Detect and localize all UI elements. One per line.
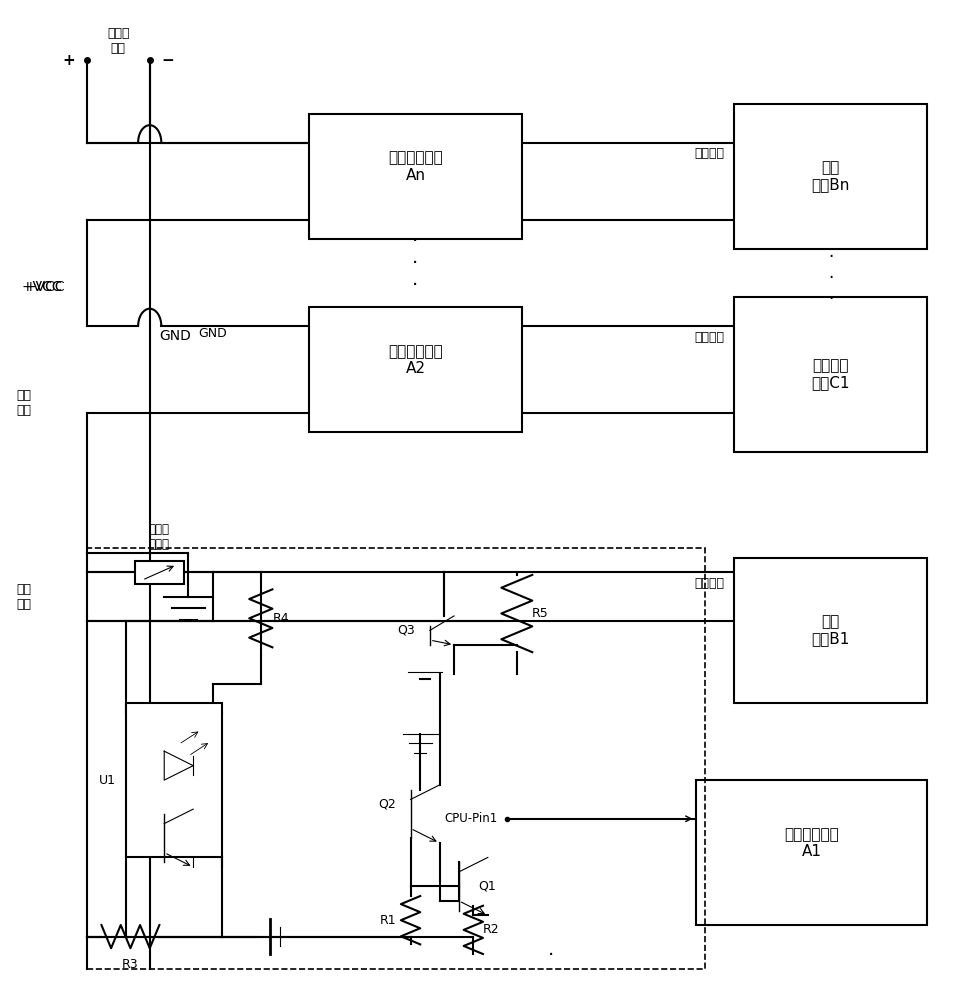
- Text: R1: R1: [380, 914, 396, 927]
- Text: 电源输
入端: 电源输 入端: [107, 27, 129, 55]
- Bar: [696, 780, 927, 925]
- Text: CPU-Pin1: CPU-Pin1: [444, 812, 497, 825]
- Text: +VCC: +VCC: [21, 280, 62, 294]
- Text: ·
·
·: · · ·: [828, 248, 834, 308]
- Text: 电源
总线: 电源 总线: [16, 583, 32, 611]
- Text: 节点
负载B1: 节点 负载B1: [811, 614, 850, 647]
- Text: 节点
负载Bn: 节点 负载Bn: [811, 160, 850, 193]
- Text: 隔离保护电路
A2: 隔离保护电路 A2: [388, 344, 442, 376]
- Text: Q2: Q2: [379, 798, 396, 811]
- Text: +: +: [63, 53, 75, 68]
- Text: GND: GND: [159, 329, 191, 343]
- Text: 隔离保护电路
An: 隔离保护电路 An: [388, 151, 442, 183]
- Bar: [135, 561, 184, 584]
- Text: ·
·
·: · · ·: [412, 232, 418, 295]
- Text: −: −: [161, 53, 174, 68]
- Text: 节点输出: 节点输出: [695, 147, 724, 160]
- Text: R2: R2: [483, 923, 499, 936]
- Text: +VCC: +VCC: [24, 280, 65, 294]
- Bar: [734, 558, 927, 703]
- Bar: [309, 114, 522, 239]
- Text: Q3: Q3: [398, 624, 415, 637]
- Text: Q1: Q1: [478, 880, 496, 893]
- Bar: [309, 307, 522, 432]
- Bar: [87, 548, 705, 969]
- Text: .: .: [548, 940, 554, 959]
- Text: 节点输出: 节点输出: [695, 331, 724, 344]
- Text: R5: R5: [531, 607, 548, 620]
- Text: U1: U1: [99, 774, 116, 787]
- Text: 自恢复
保险丝: 自恢复 保险丝: [149, 523, 170, 551]
- Bar: [126, 703, 222, 857]
- Text: GND: GND: [198, 327, 227, 340]
- Text: 隔离保护电路
A1: 隔离保护电路 A1: [784, 827, 838, 859]
- Text: 备用节点
负载C1: 备用节点 负载C1: [811, 358, 850, 391]
- Text: 节点输出: 节点输出: [695, 577, 724, 590]
- Text: R4: R4: [272, 612, 289, 625]
- Text: 电源
总线: 电源 总线: [16, 389, 32, 417]
- Bar: [734, 104, 927, 249]
- Bar: [734, 297, 927, 452]
- Text: R3: R3: [122, 958, 139, 971]
